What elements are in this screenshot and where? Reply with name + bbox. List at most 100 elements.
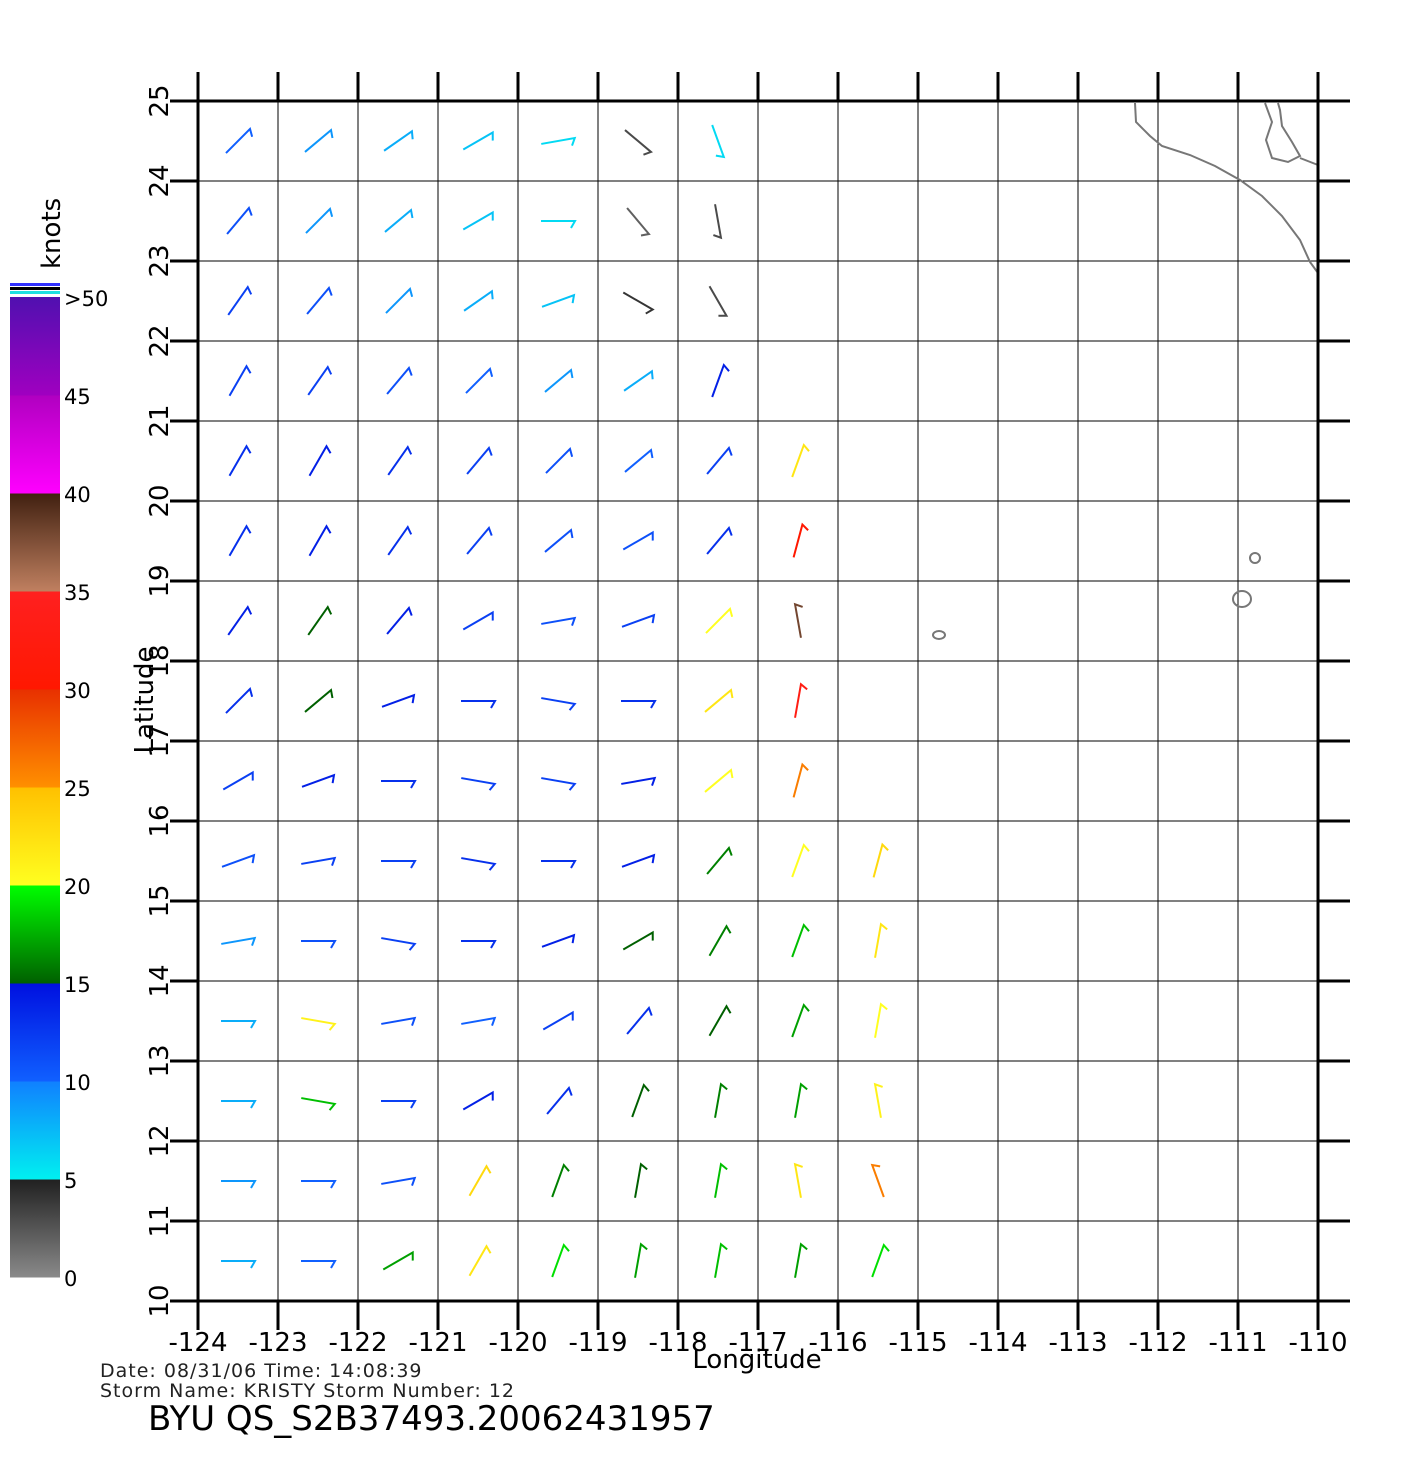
y-tick-label: 13 [145, 1044, 175, 1077]
colorbar: 0 5 10 15 20 25 30 35 40 45 >50 knots [10, 198, 108, 1291]
info-line: Date: 08/31/06 Time: 14:08:39 [100, 1360, 423, 1382]
colorbar-tick-label: 45 [64, 385, 91, 409]
x-tick-label: -121 [408, 1328, 467, 1358]
wind-barb [381, 1100, 417, 1109]
wind-barb [541, 136, 577, 146]
wind-barb [704, 688, 734, 713]
wind-barb [541, 616, 577, 626]
wind-barb [381, 693, 416, 708]
wind-barb [387, 445, 413, 476]
wind-barb [874, 922, 888, 958]
wind-barb [794, 1082, 808, 1118]
wind-barb [463, 289, 494, 312]
wind-barb [307, 605, 333, 636]
colorbar-band [10, 395, 60, 494]
wind-barb [301, 1097, 337, 1111]
colorbar-tick-label: 25 [64, 777, 91, 801]
wind-barb [541, 777, 577, 791]
wind-barb [228, 524, 252, 557]
colorbar-band [10, 1179, 60, 1278]
wind-barb [872, 842, 889, 878]
wind-barb [708, 924, 732, 957]
wind-barb [462, 210, 494, 231]
colorbar-tick-label: 0 [64, 1267, 77, 1291]
wind-barb [381, 1016, 417, 1026]
wind-barb [308, 444, 332, 477]
x-tick-label: -117 [728, 1328, 787, 1358]
wind-barb [713, 204, 723, 240]
wind-barb [228, 364, 252, 397]
colorbar-band [10, 1081, 60, 1180]
x-tick-label: -122 [328, 1328, 387, 1358]
colorbar-tick-label: 15 [64, 973, 91, 997]
wind-barb [706, 846, 733, 875]
wind-barb [546, 1086, 573, 1115]
wind-barb [706, 526, 733, 555]
wind-barb [542, 1010, 574, 1031]
colorbar-tick-label: 35 [64, 581, 91, 605]
y-tick-label: 10 [145, 1284, 175, 1317]
wind-barb [706, 446, 733, 475]
wind-barb [461, 940, 497, 949]
wind-barb [306, 286, 333, 315]
wind-barb [541, 697, 577, 711]
colorbar-cap [10, 283, 60, 286]
wind-barb [541, 933, 576, 948]
x-tick-label: -115 [888, 1328, 947, 1358]
wind-barb [622, 291, 655, 315]
wind-barb [621, 776, 657, 786]
wind-barb [541, 860, 577, 869]
wind-barb [308, 524, 332, 557]
y-tick-label: 12 [145, 1124, 175, 1157]
x-tick-label: -112 [1128, 1328, 1187, 1358]
wind-barb [462, 610, 494, 631]
x-axis-label: Longitude [692, 1345, 821, 1375]
grid [197, 100, 1319, 1302]
x-tick-label: -118 [648, 1328, 707, 1358]
wind-barb [545, 447, 574, 474]
y-tick-label: 21 [145, 404, 175, 437]
y-tick-label: 14 [145, 964, 175, 997]
wind-barb [227, 285, 253, 316]
wind-barb [544, 528, 574, 553]
wind-barb [462, 1090, 494, 1111]
wind-barb [541, 220, 577, 229]
y-axis-label: Latitude [130, 646, 160, 753]
colorbar-band [10, 885, 60, 984]
wind-barb [623, 369, 654, 392]
wind-barb [791, 443, 810, 478]
wind-barb [794, 1242, 808, 1278]
wind-barb [381, 1176, 417, 1186]
colorbar-tick-label: 30 [64, 679, 91, 703]
wind-barb [468, 1244, 492, 1277]
y-tick-label: 15 [145, 884, 175, 917]
y-tick-label: 16 [145, 804, 175, 837]
wind-barb [228, 444, 252, 477]
y-tick-label: 19 [145, 564, 175, 597]
wind-barb [387, 525, 413, 556]
wind-barb [714, 1082, 728, 1118]
wind-barb [621, 700, 657, 709]
wind-barb [791, 923, 810, 958]
x-tick-label: -119 [568, 1328, 627, 1358]
wind-barb [714, 1162, 728, 1198]
x-tick-label: -120 [488, 1328, 547, 1358]
wind-barb [221, 936, 257, 946]
wind-barb [304, 128, 334, 153]
wind-barb [551, 1243, 570, 1278]
wind-barb [382, 1250, 414, 1271]
wind-barb [714, 1242, 728, 1278]
colorbar-band [10, 689, 60, 788]
wind-barb [221, 1260, 257, 1269]
wind-barb [461, 777, 497, 791]
wind-barb [708, 1004, 732, 1037]
wind-barb [461, 1016, 497, 1026]
y-tick-label: 24 [145, 164, 175, 197]
wind-barb [624, 129, 653, 156]
wind-barb [222, 770, 254, 791]
wind-barb [468, 1164, 492, 1197]
wind-barb [301, 1260, 337, 1269]
wind-barb [870, 1163, 885, 1198]
axes: -124 -123 -122 -121 -120 -119 -118 -117 -116 -115… [145, 72, 1350, 1358]
x-tick-label: -114 [968, 1328, 1027, 1358]
